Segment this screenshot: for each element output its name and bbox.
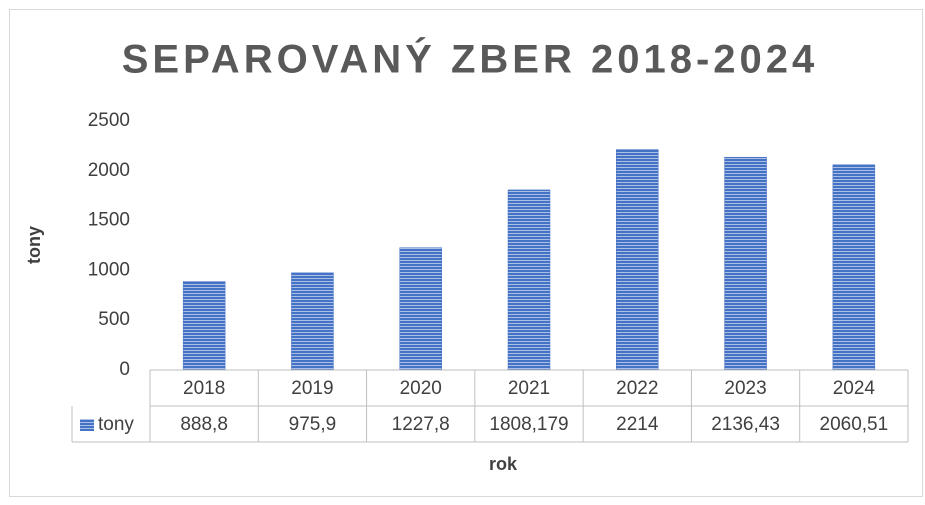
legend-label: tony bbox=[98, 414, 134, 435]
x-tick-label: 2023 bbox=[724, 378, 766, 399]
data-table-value: 2060,51 bbox=[820, 414, 889, 435]
y-tick-label: 0 bbox=[119, 359, 130, 380]
y-tick-label: 2500 bbox=[88, 110, 130, 131]
y-tick-label: 1500 bbox=[88, 210, 130, 231]
chart-title: SEPAROVANÝ ZBER 2018-2024 bbox=[122, 36, 819, 82]
bar bbox=[507, 189, 551, 371]
y-tick-label: 500 bbox=[98, 309, 130, 330]
bar bbox=[182, 281, 226, 371]
data-table-value: 2214 bbox=[616, 414, 659, 435]
data-table-value: 1808,179 bbox=[489, 414, 568, 435]
x-tick-label: 2021 bbox=[508, 378, 550, 399]
y-tick-label: 2000 bbox=[88, 160, 130, 181]
x-tick-label: 2019 bbox=[291, 378, 333, 399]
bar bbox=[399, 247, 442, 371]
chart-frame bbox=[9, 9, 923, 497]
x-axis-title: rok bbox=[489, 454, 518, 474]
x-tick-label: 2020 bbox=[400, 378, 442, 399]
x-tick-label: 2018 bbox=[183, 378, 225, 399]
data-table-value: 888,8 bbox=[180, 414, 228, 435]
bar bbox=[291, 272, 334, 371]
x-tick-label: 2024 bbox=[833, 378, 876, 399]
data-table-value: 2136,43 bbox=[711, 414, 780, 435]
legend-swatch bbox=[80, 419, 94, 431]
data-table-value: 975,9 bbox=[289, 414, 337, 435]
x-tick-label: 2022 bbox=[616, 378, 658, 399]
data-table-value: 1227,8 bbox=[392, 414, 450, 435]
y-axis-title: tony bbox=[24, 226, 44, 264]
bar bbox=[832, 164, 876, 371]
bar bbox=[724, 156, 767, 371]
bar bbox=[616, 149, 659, 371]
y-tick-label: 1000 bbox=[88, 259, 130, 280]
